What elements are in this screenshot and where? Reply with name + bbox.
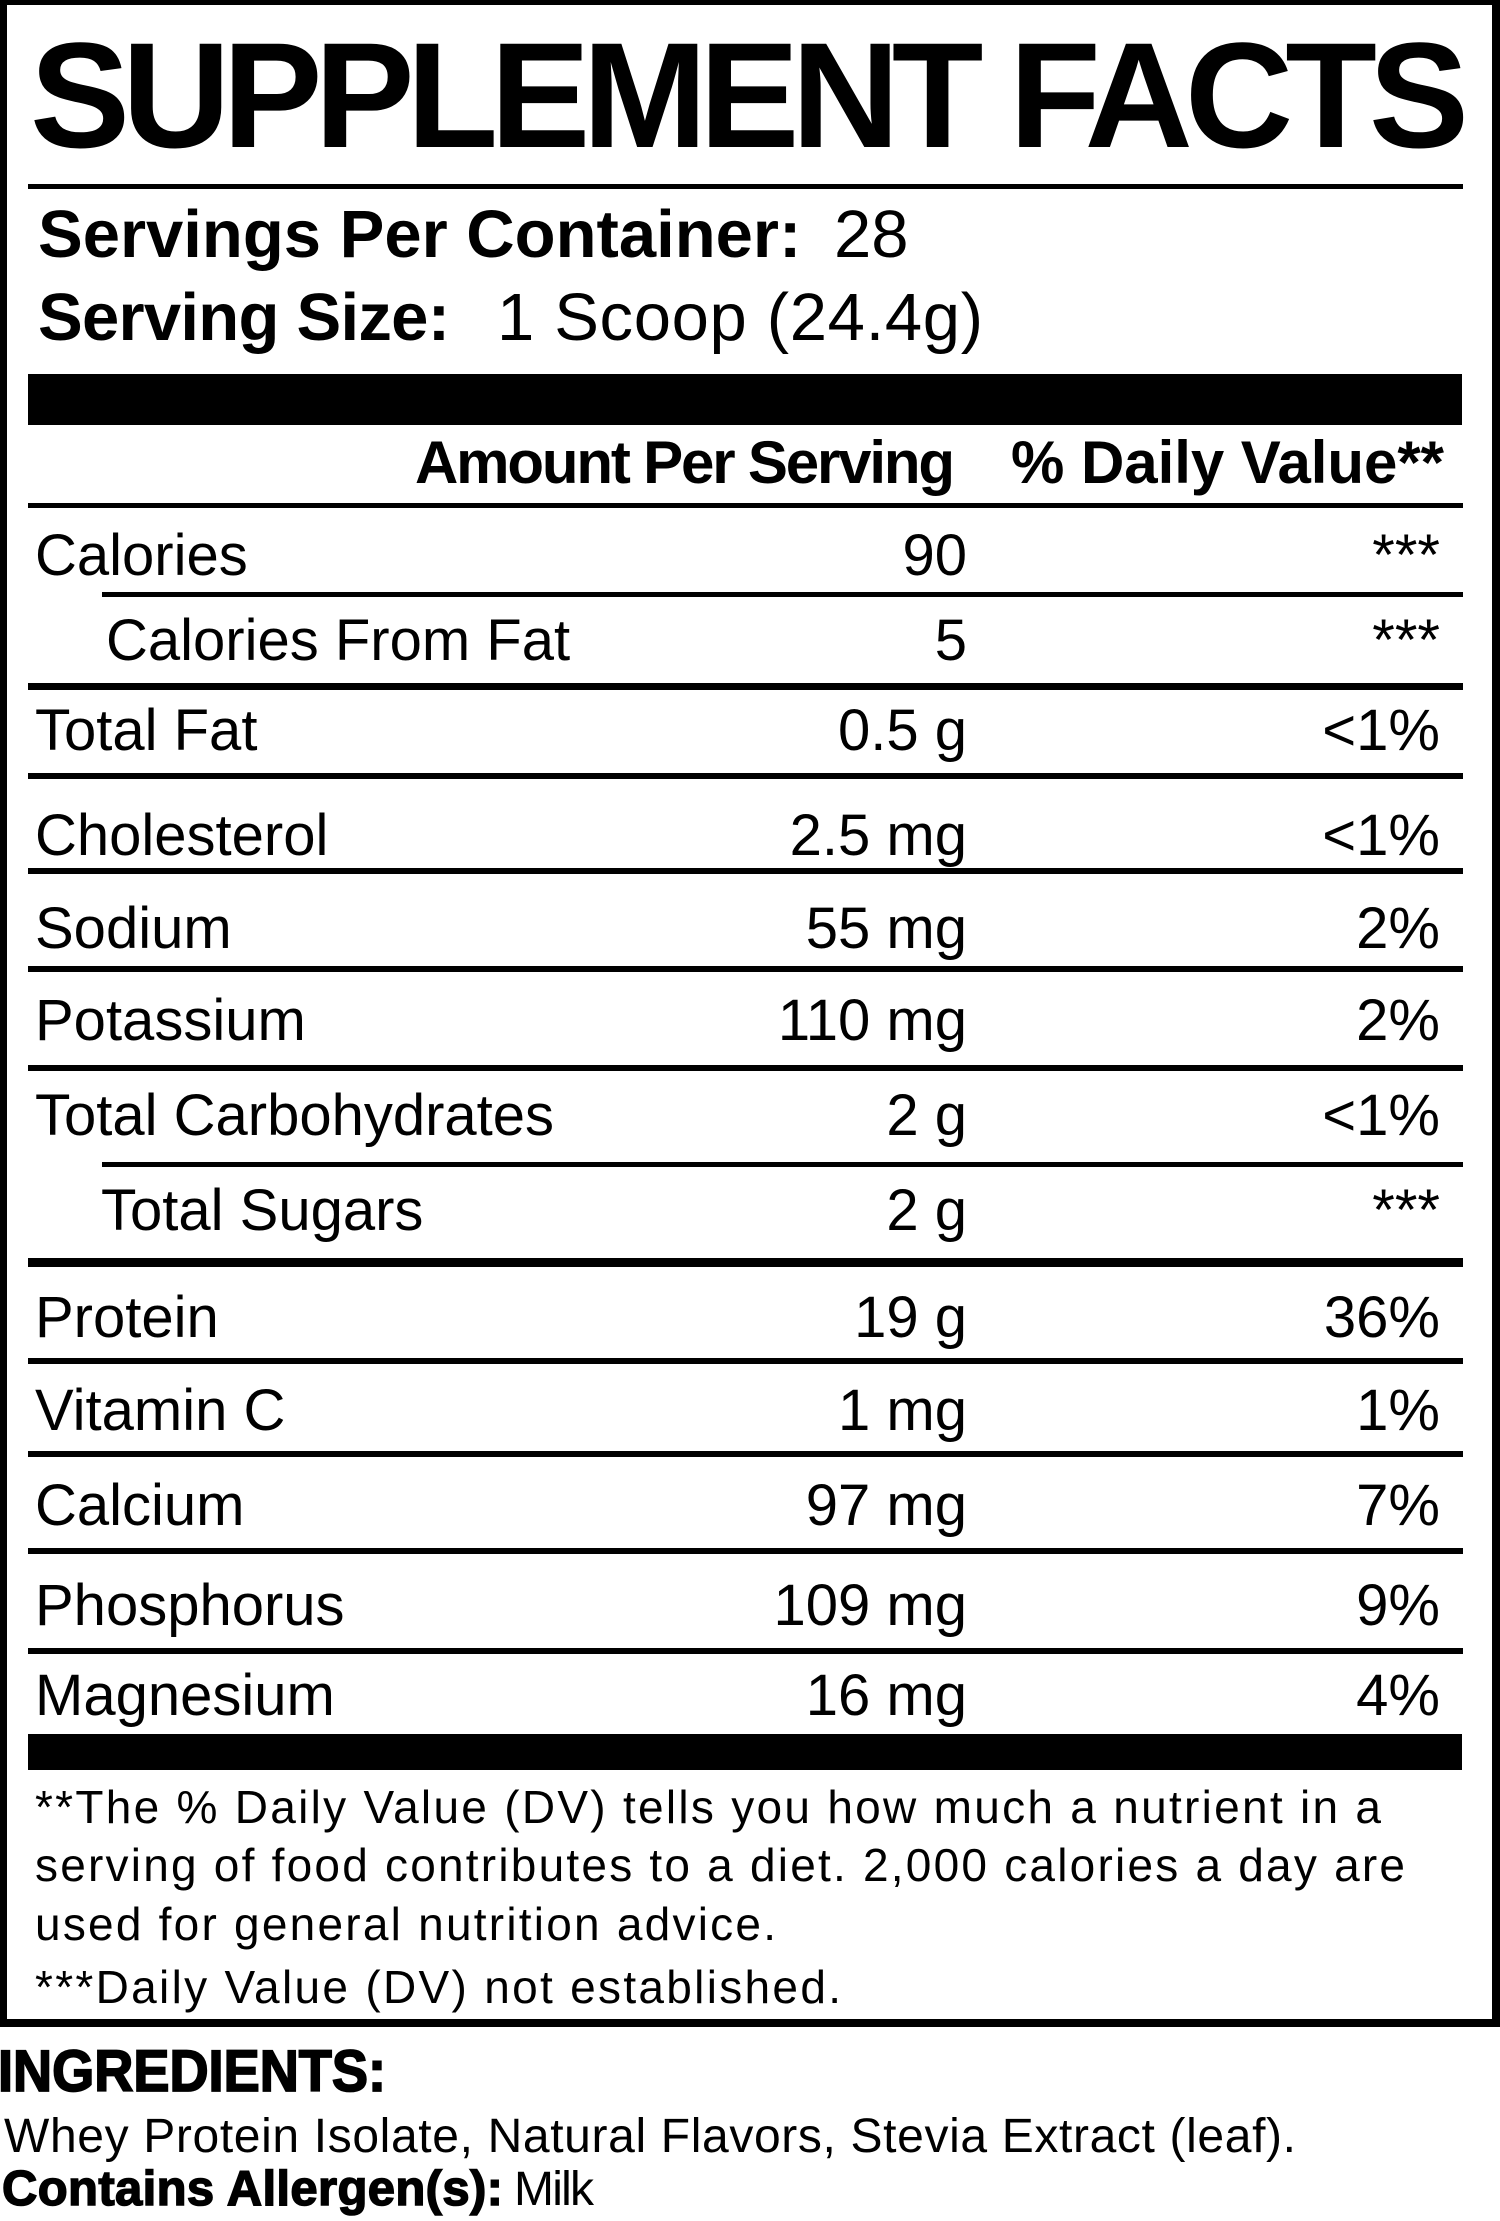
svg-text:109 mg: 109 mg [774, 1573, 967, 1638]
svg-text:55 mg: 55 mg [806, 896, 967, 961]
svg-text:Sodium: Sodium [35, 896, 232, 961]
svg-text:Potassium: Potassium [35, 988, 306, 1053]
svg-text:2 g: 2 g [886, 1083, 967, 1148]
svg-text:2.5 mg: 2.5 mg [790, 803, 967, 868]
svg-text:Calories: Calories [35, 523, 248, 588]
svg-text:Cholesterol: Cholesterol [35, 803, 328, 868]
svg-text:19 g: 19 g [854, 1285, 967, 1350]
svg-text:<1%: <1% [1322, 698, 1440, 763]
svg-text:9%: 9% [1356, 1573, 1440, 1638]
svg-text:1%: 1% [1356, 1378, 1440, 1443]
svg-text:4%: 4% [1356, 1663, 1440, 1728]
svg-text:2%: 2% [1356, 896, 1440, 961]
svg-text:serving of food contributes to: serving of food contributes to a diet. 2… [35, 1839, 1405, 1891]
svg-text:SUPPLEMENT FACTS: SUPPLEMENT FACTS [30, 11, 1469, 179]
svg-text:***: *** [1372, 608, 1440, 673]
svg-text:Vitamin C: Vitamin C [35, 1378, 285, 1443]
svg-text:Contains Allergen(s):: Contains Allergen(s): [2, 2162, 503, 2216]
svg-text:Total Sugars: Total Sugars [101, 1178, 423, 1243]
svg-text:INGREDIENTS:: INGREDIENTS: [0, 2039, 386, 2104]
svg-text:<1%: <1% [1322, 1083, 1440, 1148]
svg-text:***Daily Value (DV) not establ: ***Daily Value (DV) not established. [35, 1961, 841, 2013]
svg-text:Serving Size:: Serving Size: [38, 280, 450, 355]
svg-text:Calories From Fat: Calories From Fat [106, 608, 570, 673]
svg-text:7%: 7% [1356, 1473, 1440, 1538]
svg-text:16 mg: 16 mg [806, 1663, 967, 1728]
svg-text:1 Scoop (24.4g): 1 Scoop (24.4g) [497, 280, 983, 355]
svg-text:Total Carbohydrates: Total Carbohydrates [35, 1083, 554, 1148]
svg-text:% Daily Value**: % Daily Value** [1011, 429, 1445, 496]
svg-text:Magnesium: Magnesium [35, 1663, 335, 1728]
svg-text:5: 5 [935, 608, 967, 673]
svg-text:used for general nutrition adv: used for general nutrition advice. [35, 1898, 776, 1950]
svg-text:<1%: <1% [1322, 803, 1440, 868]
svg-text:1 mg: 1 mg [838, 1378, 967, 1443]
svg-text:Milk: Milk [514, 2163, 595, 2216]
svg-text:Whey Protein Isolate, Natural: Whey Protein Isolate, Natural Flavors, S… [4, 2110, 1296, 2163]
svg-text:**The % Daily Value (DV) tells: **The % Daily Value (DV) tells you how m… [35, 1781, 1381, 1833]
svg-text:Protein: Protein [35, 1285, 219, 1350]
svg-text:0.5 g: 0.5 g [838, 698, 967, 763]
svg-text:2 g: 2 g [886, 1178, 967, 1243]
svg-text:110 mg: 110 mg [778, 988, 967, 1053]
svg-text:Phosphorus: Phosphorus [35, 1573, 345, 1638]
svg-text:Calcium: Calcium [35, 1473, 245, 1538]
svg-text:97 mg: 97 mg [806, 1473, 967, 1538]
svg-text:***: *** [1372, 523, 1440, 588]
svg-text:Amount Per Serving: Amount Per Serving [415, 429, 955, 496]
svg-text:36%: 36% [1324, 1285, 1440, 1350]
svg-text:2%: 2% [1356, 988, 1440, 1053]
svg-text:Servings Per Container:: Servings Per Container: [38, 197, 801, 272]
svg-text:Total Fat: Total Fat [35, 698, 257, 763]
svg-text:***: *** [1372, 1178, 1440, 1243]
svg-text:90: 90 [902, 523, 967, 588]
svg-text:28: 28 [834, 197, 909, 272]
